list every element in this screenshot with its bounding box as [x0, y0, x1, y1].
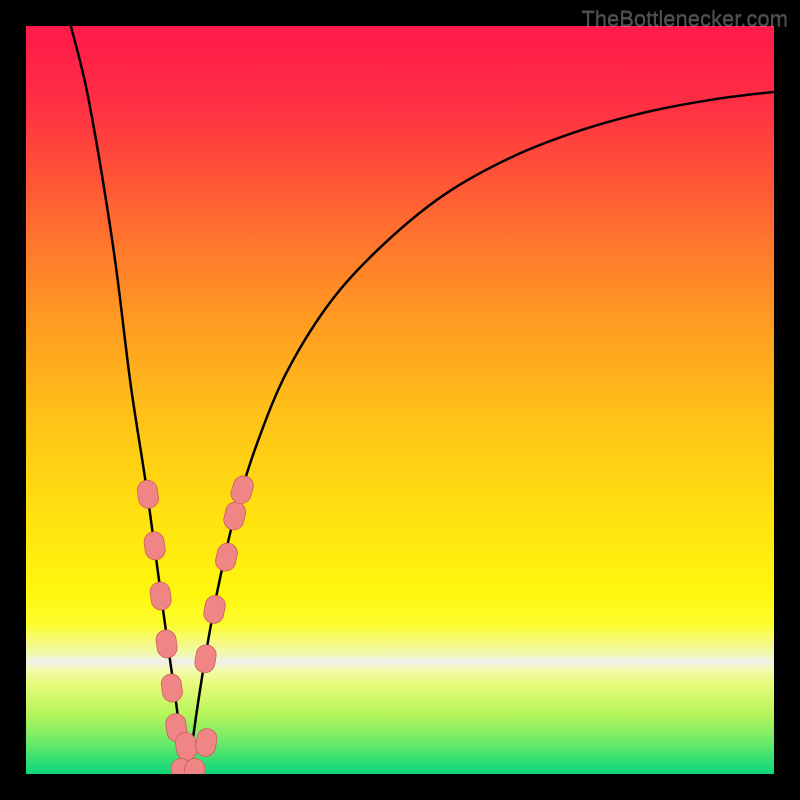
chart-canvas: TheBottlenecker.com — [0, 0, 800, 800]
plot-background — [26, 26, 774, 774]
bottleneck-curve-plot — [0, 0, 800, 800]
